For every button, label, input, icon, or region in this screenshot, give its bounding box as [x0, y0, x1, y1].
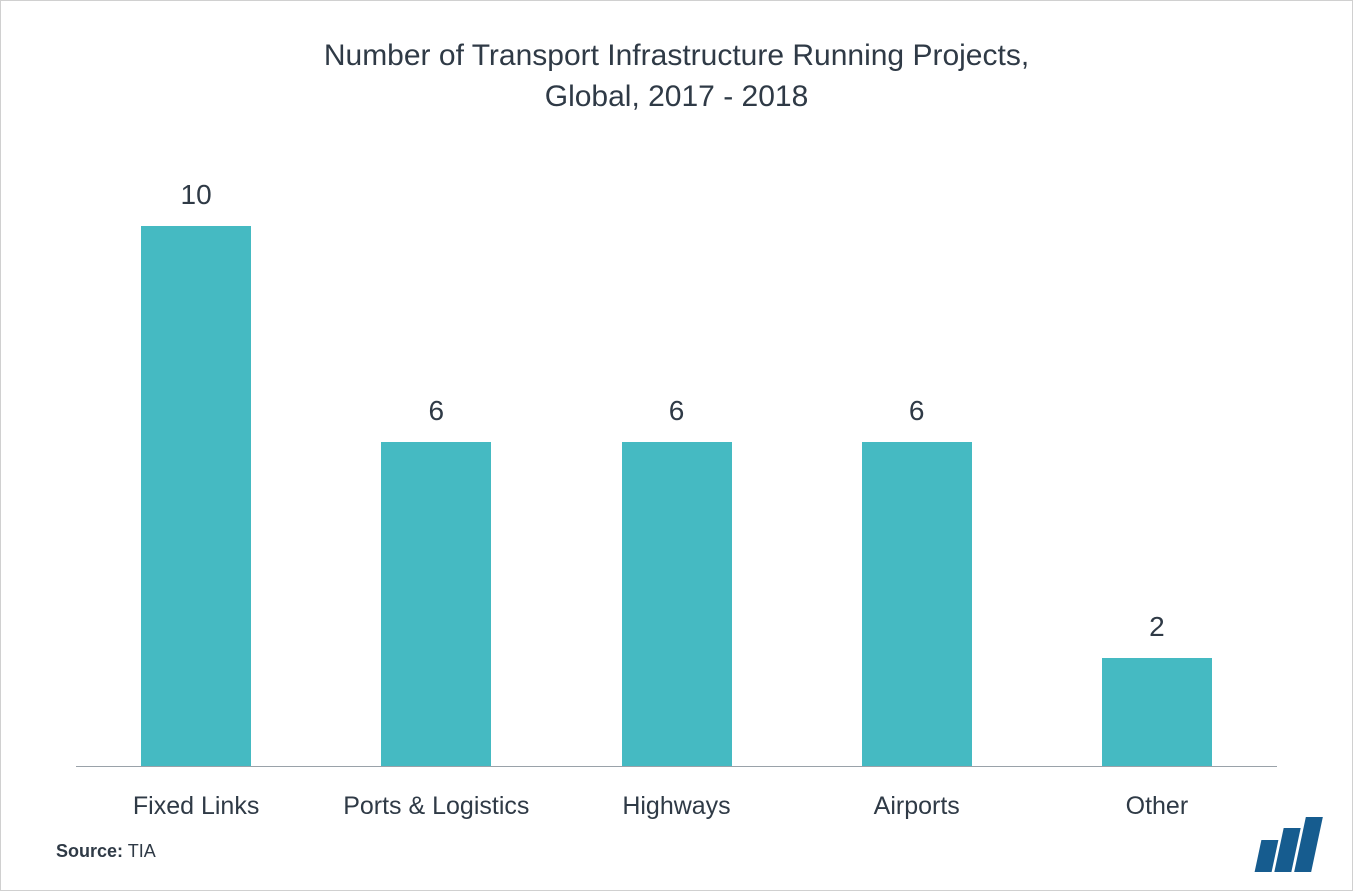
source-label: Source:: [56, 841, 123, 861]
bar-value-label: 6: [429, 395, 445, 427]
bar: [862, 442, 972, 766]
bar-value-label: 2: [1149, 611, 1165, 643]
bar: [622, 442, 732, 766]
chart-title: Number of Transport Infrastructure Runni…: [56, 36, 1297, 117]
brand-logo-icon: [1258, 817, 1317, 872]
bar-group: 2: [1037, 611, 1277, 766]
bar-value-label: 6: [669, 395, 685, 427]
bar-value-label: 6: [909, 395, 925, 427]
category-label: Airports: [797, 792, 1037, 821]
chart-title-line2: Global, 2017 - 2018: [545, 80, 809, 113]
x-axis-labels: Fixed LinksPorts & LogisticsHighwaysAirp…: [76, 792, 1277, 821]
source-text: TIA: [128, 841, 156, 861]
bar-group: 10: [76, 179, 316, 766]
bar-group: 6: [797, 395, 1037, 766]
plot-area: 10 6 6 6 2: [76, 167, 1277, 767]
logo-bar: [1294, 817, 1323, 872]
category-label: Fixed Links: [76, 792, 316, 821]
category-label: Ports & Logistics: [316, 792, 556, 821]
source-attribution: Source: TIA: [56, 841, 156, 862]
bar: [141, 226, 251, 766]
category-label: Highways: [556, 792, 796, 821]
chart-title-line1: Number of Transport Infrastructure Runni…: [324, 39, 1029, 72]
bar-group: 6: [316, 395, 556, 766]
bar-value-label: 10: [181, 179, 212, 211]
bar: [381, 442, 491, 766]
chart-container: Number of Transport Infrastructure Runni…: [0, 0, 1353, 891]
bar-group: 6: [556, 395, 796, 766]
category-label: Other: [1037, 792, 1277, 821]
bar: [1102, 658, 1212, 766]
